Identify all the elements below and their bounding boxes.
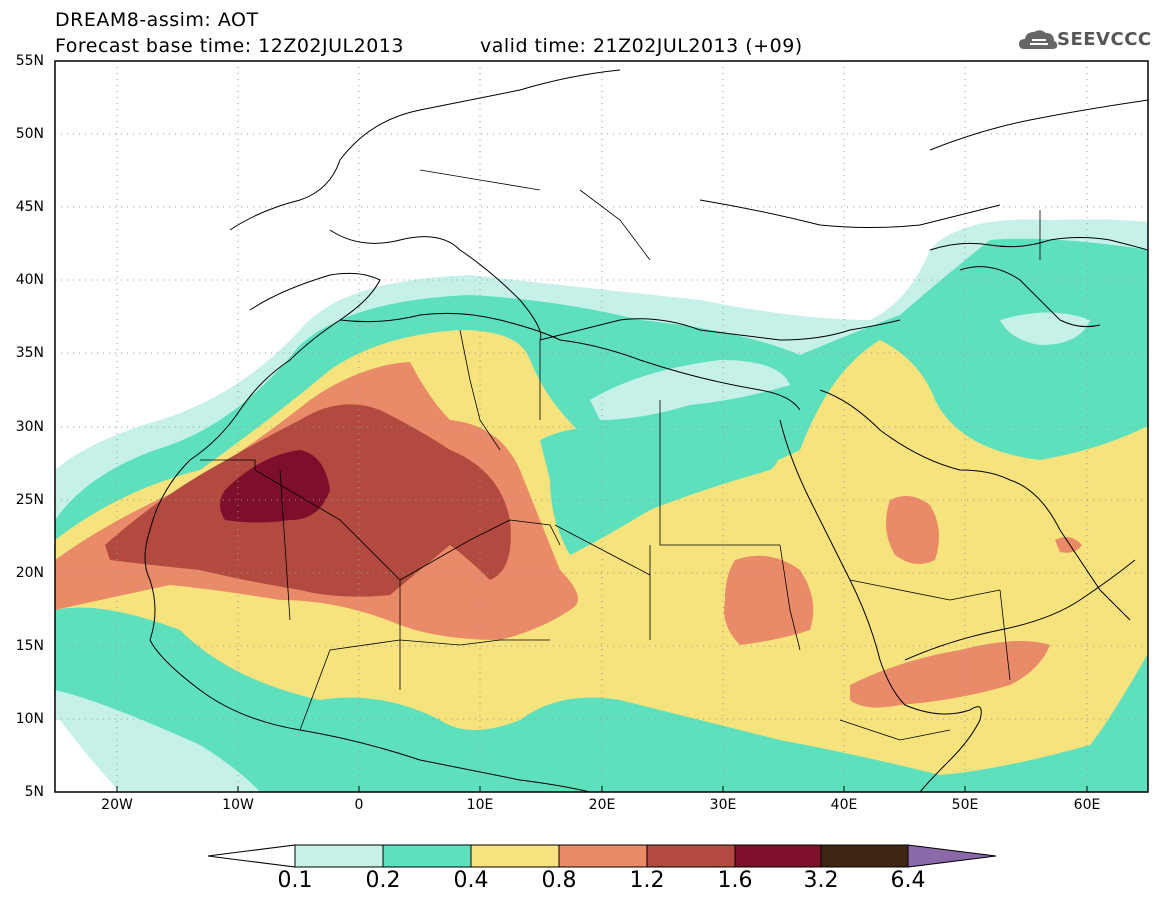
title-line-1: DREAM8-assim: AOT — [55, 9, 259, 31]
lat-label-35n: 35N — [15, 345, 44, 361]
colorbar-label-6.4: 6.4 — [890, 868, 926, 893]
lon-label-10w: 10W — [222, 797, 254, 813]
cloud-logo-icon — [1019, 30, 1058, 49]
band-0.1-med — [590, 360, 790, 420]
lat-label-45n: 45N — [15, 199, 44, 215]
colorbar-label-0.8: 0.8 — [541, 868, 577, 893]
valid-time-label: valid time: 21Z02JUL2013 (+09) — [480, 35, 803, 57]
colorbar-label-1.6: 1.6 — [717, 868, 753, 893]
lon-label-0: 0 — [354, 797, 364, 813]
axis-ticks — [116, 786, 1088, 792]
lon-label-20e: 20E — [588, 797, 616, 813]
colorbar-label-1.2: 1.2 — [629, 868, 665, 893]
base-time-label: Forecast base time: 12Z02JUL2013 — [55, 35, 404, 57]
lon-label-20w: 20W — [101, 797, 133, 813]
lat-label-5n: 5N — [24, 784, 44, 800]
borders — [200, 169, 1041, 741]
gridlines — [55, 61, 1148, 792]
lat-label-25n: 25N — [15, 492, 44, 508]
band-0.8-sudan — [724, 555, 814, 645]
logo-text: SEEVCCC — [1057, 29, 1152, 50]
band-1.6 — [220, 450, 330, 523]
band-0.8-arabia — [886, 496, 939, 564]
band-0.1-caspian — [1000, 312, 1090, 345]
lon-label-40e: 40E — [830, 797, 858, 813]
lat-label-40n: 40N — [15, 272, 44, 288]
colorbar-label-0.4: 0.4 — [453, 868, 489, 893]
lon-label-50e: 50E — [951, 797, 979, 813]
lat-label-15n: 15N — [15, 638, 44, 654]
lat-label-10n: 10N — [15, 711, 44, 727]
coastlines — [144, 69, 1148, 792]
lat-label-50n: 50N — [15, 126, 44, 142]
colorbar-label-3.2: 3.2 — [803, 868, 839, 893]
lat-label-20n: 20N — [15, 565, 44, 581]
band-0.2-arabia-east — [930, 340, 1148, 445]
lon-label-30e: 30E — [709, 797, 737, 813]
band-0.8-yemen — [850, 641, 1050, 708]
lon-label-60e: 60E — [1073, 797, 1101, 813]
band-0.8-oman — [1055, 536, 1082, 553]
lon-label-10e: 10E — [466, 797, 494, 813]
band-0.2-sahel — [540, 426, 778, 555]
lat-label-30n: 30N — [15, 419, 44, 435]
lat-label-55n: 55N — [15, 53, 44, 69]
colorbar-label-0.1: 0.1 — [277, 868, 313, 893]
colorbar-label-0.2: 0.2 — [365, 868, 401, 893]
